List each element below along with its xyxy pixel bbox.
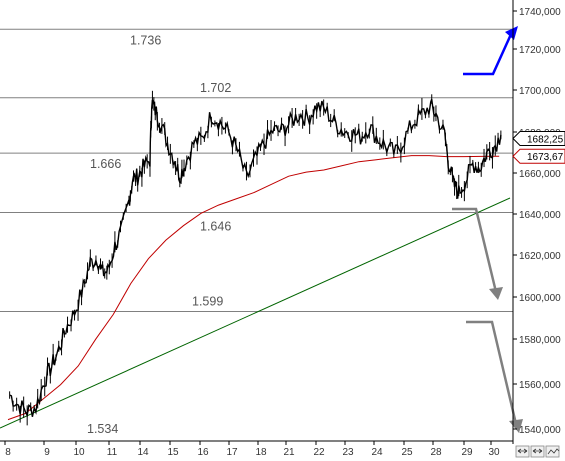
x-tick-label: 29 [461, 447, 473, 458]
y-tick-label: 1700,000 [519, 86, 561, 97]
down-arrow-line-2 [466, 320, 518, 425]
zoom-icon[interactable] [530, 445, 545, 458]
y-tick-label: 1560,000 [519, 380, 561, 391]
y-tick-label: 1720,000 [519, 45, 561, 56]
y-tick-label: 1620,000 [519, 251, 561, 262]
x-tick-label: 15 [167, 447, 179, 458]
moving-average-line [7, 155, 500, 421]
y-tick-label: 1640,000 [519, 210, 561, 221]
up-arrow-line [463, 31, 514, 76]
level-label: 1.534 [87, 422, 118, 436]
x-tick-label: 28 [430, 447, 442, 458]
arrow-lr-icon [517, 448, 528, 454]
y-tick-label: 1580,000 [519, 335, 561, 346]
trendline [0, 197, 511, 429]
price-label-box [512, 148, 565, 164]
trendline-group [0, 197, 511, 429]
price-label-text: 1673,67 [527, 152, 564, 163]
level-label: 1.599 [192, 295, 223, 309]
x-tick-label: 21 [283, 447, 295, 458]
price-label-box [512, 131, 565, 147]
moving-average-group [7, 155, 500, 421]
x-tick-label: 17 [226, 447, 238, 458]
x-tick-label: 14 [137, 447, 149, 458]
x-tick-label: 23 [342, 447, 354, 458]
x-tick-label: 18 [255, 447, 267, 458]
chart-tools[interactable] [515, 445, 560, 458]
y-tick-label: 1600,000 [519, 293, 561, 304]
y-tick-label: 1660,000 [519, 169, 561, 180]
level-label: 1.736 [130, 33, 161, 47]
price-group [9, 90, 502, 426]
x-tick-label: 22 [313, 447, 325, 458]
x-tick-label: 9 [44, 447, 50, 458]
down-arrow-line-1 [452, 207, 498, 293]
x-tick-label: 16 [197, 447, 209, 458]
x-tick-label: 30 [488, 447, 500, 458]
price-label-text: 1682,25 [527, 135, 564, 146]
wave-icon [547, 448, 560, 455]
x-tick-label: 25 [401, 447, 413, 458]
scroll-left-icon[interactable] [515, 445, 530, 458]
x-tick-label: 11 [107, 447, 118, 458]
horizontal-levels: 1.736 1.702 1.666 1.646 1.599 1.534 [0, 28, 513, 436]
y-tick-label: 1740,000 [519, 7, 561, 18]
level-label: 1.646 [200, 219, 231, 233]
level-label: 1.702 [200, 81, 231, 95]
arrow-lr-icon [532, 448, 543, 454]
up-arrow-head [505, 26, 518, 40]
x-tick-label: 8 [5, 447, 11, 458]
x-tick-label: 24 [371, 447, 383, 458]
x-tick-label: 10 [73, 447, 85, 458]
y-tick-label: 1540,000 [519, 425, 561, 436]
down-arrow-head-1 [489, 287, 503, 300]
level-label: 1.666 [90, 157, 121, 171]
price-line [9, 98, 502, 418]
